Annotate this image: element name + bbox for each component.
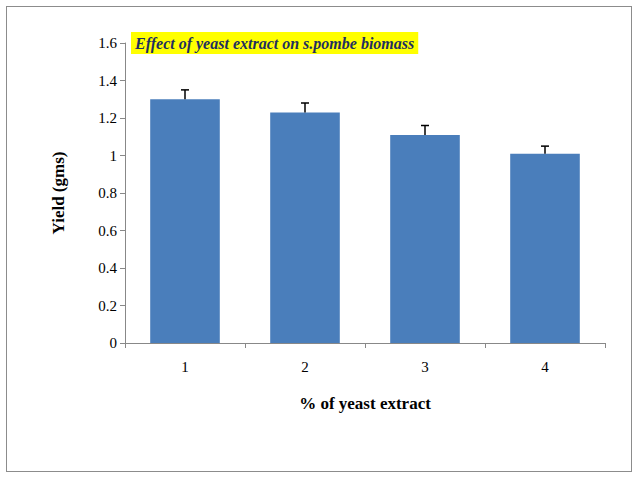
svg-text:3: 3: [421, 359, 429, 375]
svg-text:0.2: 0.2: [98, 298, 117, 314]
svg-text:1.4: 1.4: [98, 73, 117, 89]
svg-text:0.4: 0.4: [98, 260, 117, 276]
svg-text:0.8: 0.8: [98, 185, 117, 201]
svg-text:1.2: 1.2: [98, 110, 117, 126]
svg-text:0.6: 0.6: [98, 223, 117, 239]
svg-text:Effect of yeast extract on s.p: Effect of yeast extract on s.pombe bioma…: [134, 35, 414, 53]
svg-text:Yield (gms): Yield (gms): [49, 152, 68, 235]
svg-text:1: 1: [181, 359, 189, 375]
svg-text:0: 0: [110, 335, 118, 351]
svg-text:1: 1: [110, 148, 118, 164]
svg-text:% of yeast extract: % of yeast extract: [299, 394, 431, 413]
svg-text:4: 4: [541, 359, 549, 375]
svg-text:1.6: 1.6: [98, 35, 117, 51]
svg-text:2: 2: [301, 359, 309, 375]
